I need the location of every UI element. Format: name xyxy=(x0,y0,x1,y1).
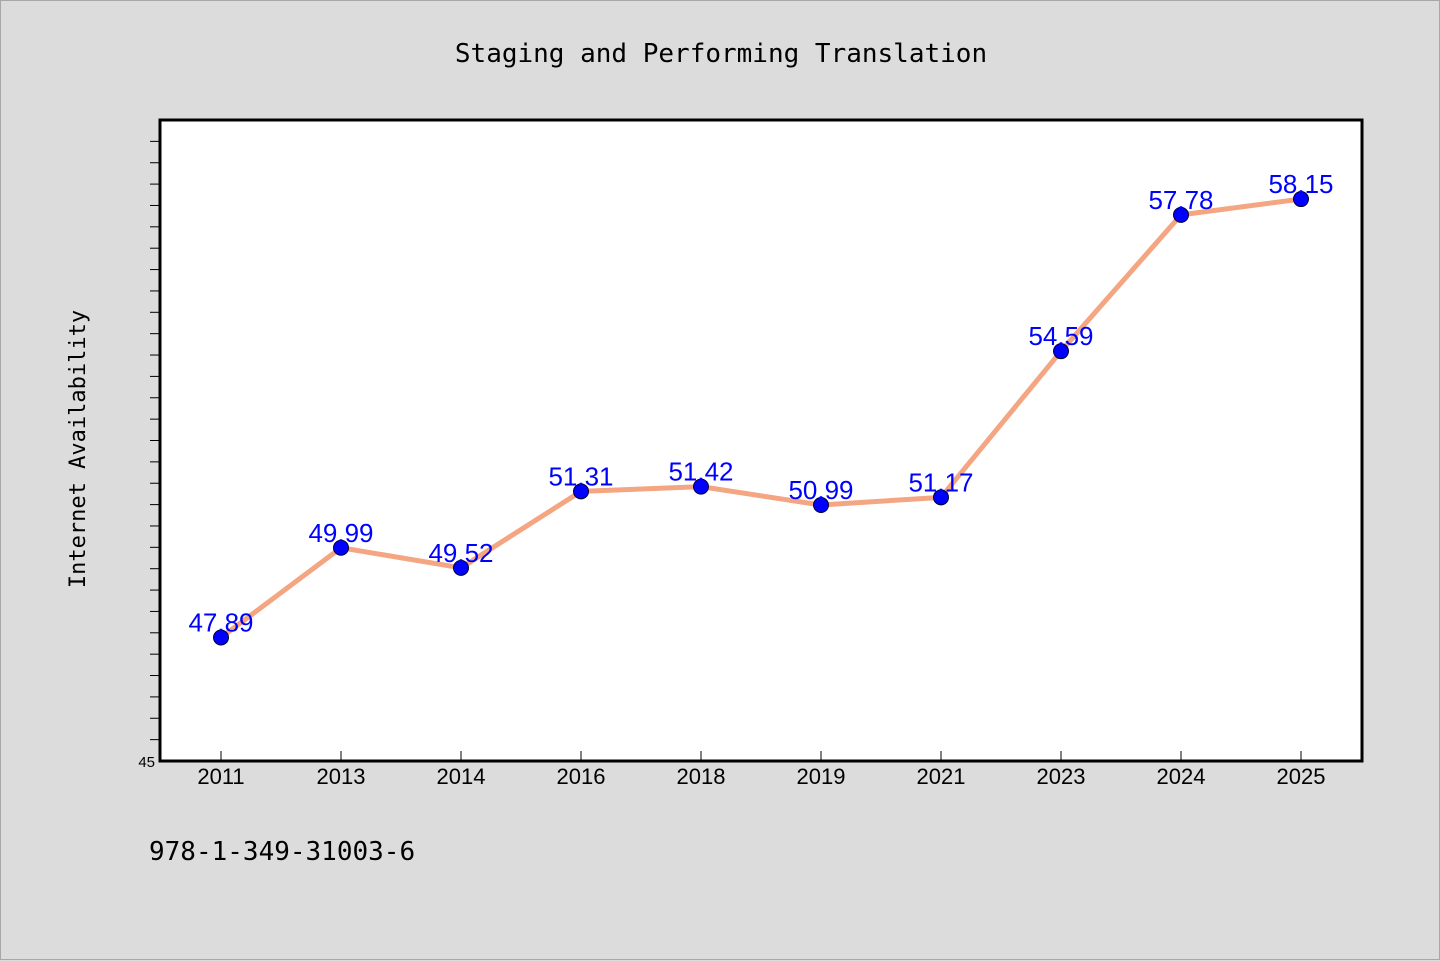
x-tick-label: 2021 xyxy=(917,764,966,789)
data-markers xyxy=(213,191,1309,646)
data-point xyxy=(453,559,469,576)
data-point xyxy=(813,497,829,514)
data-label: 51.42 xyxy=(668,457,733,487)
data-label: 58.15 xyxy=(1268,169,1333,199)
x-tick-label: 2024 xyxy=(1157,764,1206,789)
data-point xyxy=(1293,191,1309,208)
y-axis-label: Internet Availability xyxy=(66,310,91,588)
x-tick-label: 2025 xyxy=(1277,764,1326,789)
data-label: 51.17 xyxy=(908,467,973,497)
data-point xyxy=(213,629,229,646)
data-point xyxy=(1173,206,1189,223)
data-point xyxy=(1053,343,1069,360)
x-tick-label: 2014 xyxy=(437,764,486,789)
plot-area xyxy=(158,118,1364,763)
data-label: 54.59 xyxy=(1028,321,1093,351)
data-label: 49.99 xyxy=(308,518,373,548)
data-label: 50.99 xyxy=(788,475,853,505)
data-point xyxy=(933,489,949,506)
data-label: 47.89 xyxy=(188,608,253,638)
series-line xyxy=(218,196,1304,641)
data-point xyxy=(573,483,589,500)
data-point xyxy=(333,539,349,556)
data-label: 51.31 xyxy=(548,461,613,491)
x-tick-label: 2023 xyxy=(1037,764,1086,789)
y-tick-label: 45 xyxy=(138,754,155,771)
x-tick-label: 2011 xyxy=(197,764,244,789)
isbn-text: 978-1-349-31003-6 xyxy=(149,837,416,867)
x-axis-tick-labels: 2011 2013 2014 2016 2018 2019 2021 2023 2024 2025 xyxy=(197,764,1325,789)
data-label: 49.52 xyxy=(428,538,493,568)
data-label: 57.78 xyxy=(1148,185,1213,215)
x-axis-ticks xyxy=(220,751,1302,761)
x-tick-label: 2018 xyxy=(677,764,726,789)
x-tick-label: 2013 xyxy=(317,764,366,789)
data-labels: 47.89 49.99 49.52 51.31 51.42 50.99 51.17 54.59… xyxy=(188,169,1333,637)
x-tick-label: 2019 xyxy=(797,764,846,789)
y-axis-ticks xyxy=(150,140,160,741)
chart-title: Staging and Performing Translation xyxy=(455,39,987,69)
data-point xyxy=(693,478,709,495)
x-tick-label: 2016 xyxy=(557,764,606,789)
